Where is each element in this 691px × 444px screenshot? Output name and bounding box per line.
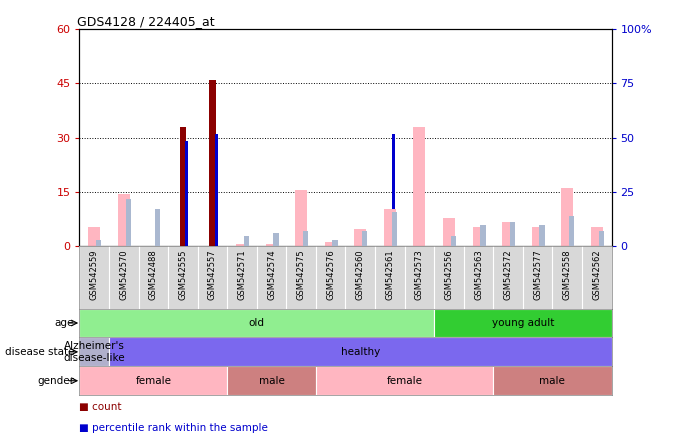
Bar <box>214 134 218 246</box>
Bar <box>295 190 307 246</box>
Text: Alzheimer's
disease-like: Alzheimer's disease-like <box>64 341 125 363</box>
Bar <box>561 188 573 246</box>
Bar <box>443 218 455 246</box>
Bar <box>126 198 131 246</box>
Bar <box>227 366 316 395</box>
Bar <box>180 127 186 246</box>
Bar <box>598 231 604 246</box>
Bar <box>79 337 109 366</box>
Bar <box>569 216 574 246</box>
Text: healthy: healthy <box>341 347 380 357</box>
Bar <box>185 141 188 246</box>
Bar <box>434 309 612 337</box>
Text: GSM542571: GSM542571 <box>238 250 247 300</box>
Text: GSM542572: GSM542572 <box>504 250 513 300</box>
Bar <box>79 366 227 395</box>
Text: male: male <box>540 376 565 386</box>
Bar <box>332 240 338 246</box>
Text: GSM542563: GSM542563 <box>474 250 483 300</box>
Bar <box>88 227 100 246</box>
Text: GSM542574: GSM542574 <box>267 250 276 300</box>
Bar <box>413 127 425 246</box>
Text: female: female <box>135 376 171 386</box>
Bar <box>265 244 278 246</box>
Bar <box>354 229 366 246</box>
Text: GSM542556: GSM542556 <box>444 250 453 300</box>
Text: male: male <box>258 376 285 386</box>
Bar <box>244 235 249 246</box>
Bar <box>384 210 396 246</box>
Text: GSM542561: GSM542561 <box>386 250 395 300</box>
Bar <box>96 240 102 246</box>
Text: GSM542577: GSM542577 <box>533 250 542 300</box>
Bar <box>325 242 337 246</box>
Text: GDS4128 / 224405_at: GDS4128 / 224405_at <box>77 15 214 28</box>
Text: old: old <box>249 318 265 328</box>
Bar <box>209 79 216 246</box>
Bar <box>510 222 515 246</box>
Bar <box>118 194 130 246</box>
Bar <box>493 366 612 395</box>
Text: GSM542576: GSM542576 <box>326 250 335 300</box>
Bar <box>392 212 397 246</box>
Bar <box>303 231 308 246</box>
Bar <box>540 225 545 246</box>
Text: GSM542555: GSM542555 <box>178 250 187 300</box>
Text: female: female <box>387 376 423 386</box>
Text: GSM542573: GSM542573 <box>415 250 424 300</box>
Bar <box>155 210 160 246</box>
Bar <box>392 134 395 246</box>
Text: GSM542557: GSM542557 <box>208 250 217 300</box>
Bar <box>531 227 544 246</box>
Bar <box>362 231 368 246</box>
Text: disease state: disease state <box>5 347 74 357</box>
Text: ■ percentile rank within the sample: ■ percentile rank within the sample <box>79 423 268 433</box>
Text: GSM542562: GSM542562 <box>592 250 601 300</box>
Text: GSM542570: GSM542570 <box>120 250 129 300</box>
Bar <box>480 225 486 246</box>
Text: young adult: young adult <box>492 318 554 328</box>
Text: GSM542575: GSM542575 <box>296 250 305 300</box>
Text: GSM542488: GSM542488 <box>149 250 158 300</box>
Text: GSM542559: GSM542559 <box>90 250 99 300</box>
Text: ■ count: ■ count <box>79 402 122 412</box>
Bar <box>502 222 514 246</box>
Text: GSM542560: GSM542560 <box>356 250 365 300</box>
Text: gender: gender <box>37 376 74 386</box>
Bar <box>236 244 248 246</box>
Bar <box>451 235 456 246</box>
Bar <box>591 227 603 246</box>
Bar <box>473 227 484 246</box>
Bar <box>274 234 278 246</box>
Bar <box>79 309 434 337</box>
Text: age: age <box>55 318 74 328</box>
Bar <box>316 366 493 395</box>
Text: GSM542558: GSM542558 <box>562 250 571 300</box>
